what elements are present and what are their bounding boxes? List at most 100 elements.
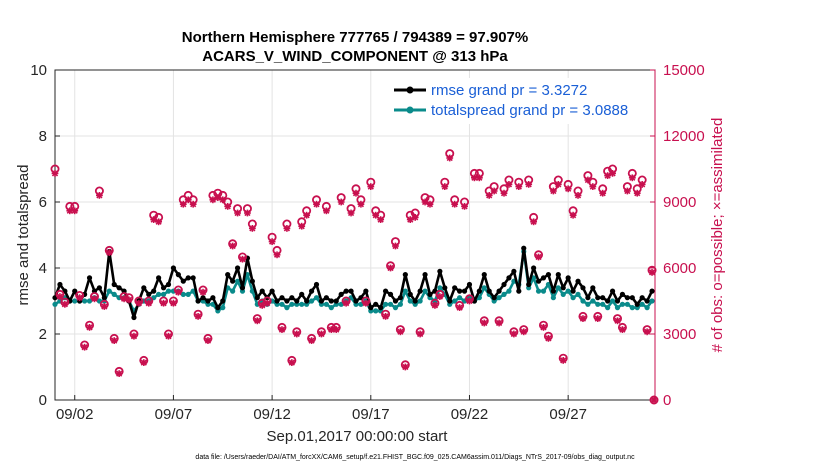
x-tick-label: 09/22 xyxy=(451,406,489,423)
obs-assimilated-stroke xyxy=(357,201,365,208)
series-point-totalspread xyxy=(328,305,334,311)
obs-assimilated-stroke xyxy=(555,181,562,188)
series-point-totalspread xyxy=(313,295,320,301)
series-point-totalspread xyxy=(600,301,606,307)
obs-markers xyxy=(50,149,659,405)
series-point-rmse xyxy=(348,288,354,294)
obs-assimilated-marker xyxy=(594,315,602,322)
obs-assimilated-marker xyxy=(441,183,449,190)
obs-assimilated-marker xyxy=(179,200,187,208)
obs-assimilated-marker xyxy=(115,370,123,377)
obs-assimilated-marker xyxy=(535,253,542,261)
obs-assimilated-stroke xyxy=(288,359,295,366)
series-point-rmse xyxy=(289,295,295,301)
obs-assimilated-marker xyxy=(160,299,167,307)
obs-assimilated-stroke xyxy=(140,359,147,366)
obs-assimilated-stroke xyxy=(298,223,305,230)
obs-assimilated-stroke xyxy=(530,218,537,225)
obs-assimilated-stroke xyxy=(130,333,138,340)
obs-assimilated-marker xyxy=(451,200,459,208)
series-point-rmse xyxy=(466,281,473,288)
obs-assimilated-marker xyxy=(100,303,108,310)
obs-assimilated-stroke xyxy=(61,301,68,308)
obs-assimilated-stroke xyxy=(382,313,389,320)
obs-assimilated-marker xyxy=(263,299,271,307)
obs-assimilated-stroke xyxy=(609,170,616,177)
series-point-rmse xyxy=(585,295,591,301)
obs-assimilated-stroke xyxy=(278,326,286,333)
obs-assimilated-stroke xyxy=(303,212,310,219)
x-tick-label: 09/07 xyxy=(155,406,193,423)
series-point-rmse xyxy=(570,288,576,294)
series-point-rmse xyxy=(180,278,186,284)
series-point-rmse xyxy=(412,298,418,304)
obs-assimilated-marker xyxy=(96,192,103,199)
obs-assimilated-marker xyxy=(545,335,552,342)
obs-assimilated-marker xyxy=(362,299,370,307)
series-point-rmse xyxy=(555,272,561,278)
series-point-rmse xyxy=(323,295,329,301)
series-point-rmse xyxy=(373,301,379,307)
series-point-rmse xyxy=(457,288,463,294)
series-point-totalspread xyxy=(382,301,389,307)
obs-assimilated-marker xyxy=(273,251,281,259)
series-point-rmse xyxy=(540,275,547,281)
series-point-rmse xyxy=(160,285,167,291)
obs-assimilated-stroke xyxy=(71,207,78,214)
series-point-totalspread xyxy=(639,301,645,307)
series-point-rmse xyxy=(368,305,374,311)
obs-assimilated-marker xyxy=(51,170,59,177)
obs-assimilated-marker xyxy=(485,192,493,199)
obs-assimilated-marker xyxy=(510,330,518,338)
obs-assimilated-marker xyxy=(352,189,360,197)
series-point-rmse xyxy=(308,288,315,294)
series-layer xyxy=(52,245,655,321)
obs-assimilated-stroke xyxy=(594,315,601,322)
series-point-rmse xyxy=(57,281,63,288)
obs-assimilated-marker xyxy=(194,313,202,320)
series-point-rmse xyxy=(338,291,344,297)
legend-spread-marker xyxy=(406,106,414,114)
series-point-rmse xyxy=(259,288,265,294)
obs-assimilated-marker xyxy=(628,174,636,182)
obs-assimilated-marker xyxy=(392,242,399,250)
series-point-totalspread xyxy=(644,305,650,311)
series-point-totalspread xyxy=(540,288,547,294)
obs-assimilated-marker xyxy=(170,299,177,307)
obs-assimilated-stroke xyxy=(249,225,256,232)
obs-assimilated-stroke xyxy=(417,330,424,338)
x-axis-ticks: 09/02 09/07 09/12 09/17 09/22 09/27 xyxy=(56,395,587,423)
series-point-totalspread xyxy=(452,298,458,304)
obs-assimilated-stroke xyxy=(505,181,513,188)
obs-assimilated-marker xyxy=(145,299,153,307)
obs-assimilated-stroke xyxy=(145,300,152,307)
obs-assimilated-marker xyxy=(411,214,419,221)
series-point-rmse xyxy=(644,298,650,304)
obs-assimilated-marker xyxy=(248,225,256,232)
obs-assimilated-stroke xyxy=(510,330,517,338)
obs-assimilated-stroke xyxy=(560,357,567,364)
obs-assimilated-marker xyxy=(199,288,207,296)
obs-assimilated-stroke xyxy=(199,289,207,296)
obs-assimilated-stroke xyxy=(239,256,246,263)
x-tick-label: 09/17 xyxy=(352,406,390,423)
obs-assimilated-stroke xyxy=(204,337,212,344)
obs-assimilated-stroke xyxy=(377,216,384,223)
obs-assimilated-stroke xyxy=(574,192,582,199)
series-point-totalspread xyxy=(457,295,463,301)
obs-assimilated-stroke xyxy=(155,218,162,225)
series-point-totalspread xyxy=(407,298,413,304)
series-point-rmse xyxy=(175,272,181,278)
obs-assimilated-marker xyxy=(278,326,286,333)
series-point-rmse xyxy=(486,288,492,294)
obs-assimilated-marker xyxy=(431,302,439,309)
series-point-totalspread xyxy=(52,301,58,307)
series-point-totalspread xyxy=(565,288,571,294)
x-tick-label: 09/27 xyxy=(549,406,587,423)
series-point-rmse xyxy=(501,281,507,288)
obs-assimilated-stroke xyxy=(268,238,276,245)
obs-assimilated-stroke xyxy=(273,251,281,258)
obs-assimilated-marker xyxy=(446,154,454,162)
series-point-totalspread xyxy=(560,291,566,297)
obs-assimilated-stroke xyxy=(466,297,473,305)
